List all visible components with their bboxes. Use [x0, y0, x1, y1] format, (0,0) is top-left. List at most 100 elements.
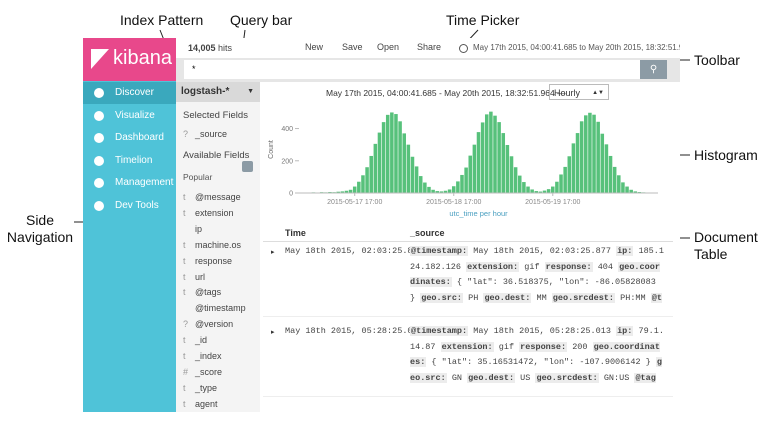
toolbar-button[interactable]: Share [417, 42, 442, 52]
bar [596, 121, 600, 193]
query-input[interactable]: * [184, 60, 640, 79]
bar [608, 155, 613, 193]
search-button[interactable]: ⚲ [640, 60, 667, 79]
expand-toggle[interactable]: ▸ [271, 329, 275, 336]
field[interactable]: t url [183, 272, 205, 282]
row-source: @timestamp: May 18th 2015, 05:28:25.013 … [410, 324, 665, 388]
bar [460, 174, 464, 193]
source-value: GN:US [603, 372, 630, 383]
bar [592, 114, 596, 193]
nav-item[interactable]: Management [83, 172, 176, 194]
field[interactable]: t _id [183, 335, 207, 345]
bar [352, 186, 357, 193]
field[interactable]: ? @version [183, 319, 233, 329]
bar [464, 167, 468, 193]
bar [484, 114, 489, 193]
field[interactable]: t response [183, 256, 232, 266]
bar [542, 190, 547, 193]
annotation: Query bar [230, 12, 293, 28]
kibana-window: kibana 14,005 hits May 17th 2015, 04:00:… [83, 38, 680, 412]
bar [571, 143, 576, 193]
field-type-icon: t [183, 398, 186, 409]
annotation: Index Pattern [120, 12, 204, 28]
bar [423, 182, 427, 193]
expand-toggle[interactable]: ▸ [271, 249, 275, 256]
bar [538, 191, 543, 193]
bar [633, 191, 638, 193]
bar [348, 189, 353, 193]
settings-button[interactable] [242, 161, 253, 172]
bar [468, 155, 473, 193]
field-name: _source [195, 129, 228, 139]
bar [418, 176, 423, 193]
bar [551, 186, 555, 193]
bar [559, 174, 563, 193]
bar [563, 166, 567, 193]
bar [513, 167, 518, 193]
clock-icon[interactable] [459, 44, 468, 53]
field[interactable]: t @tags [183, 287, 221, 297]
bar [439, 191, 444, 193]
field-type-icon: ? [183, 129, 189, 139]
bar [501, 133, 506, 193]
field-name: ip [195, 223, 203, 234]
source-key: geo.srcdest: [535, 372, 599, 383]
bar [621, 182, 625, 193]
field-type-icon: # [183, 366, 189, 377]
field[interactable]: t @message [183, 192, 241, 202]
field[interactable]: t machine.os [183, 240, 241, 250]
bar [555, 181, 559, 193]
field-name: @version [195, 319, 234, 330]
source-key: geo.src: [420, 292, 464, 303]
bar [390, 112, 394, 193]
histogram: Count 0 200 400 2015-05-17 17:00 2015-05-18 1… [268, 111, 658, 218]
nav-item[interactable]: Dashboard [83, 127, 176, 149]
bar [377, 132, 382, 193]
bar [546, 189, 551, 193]
field[interactable]: ? _source [183, 129, 227, 139]
bar [612, 166, 617, 193]
field[interactable]: t _type [183, 383, 217, 393]
source-value: May 18th 2015, 05:28:25.013 [473, 326, 611, 336]
row-time: May 18th 2015, 02:03:25.877 [285, 246, 423, 256]
toolbar-button[interactable]: New [305, 42, 324, 52]
bar [447, 189, 452, 193]
index-pattern-select[interactable]: logstash-* ▼ [176, 82, 260, 102]
source-key: extension: [440, 341, 494, 352]
nav-item[interactable]: Timelion [83, 150, 176, 172]
bar [344, 190, 349, 193]
nav-item[interactable]: Visualize [83, 105, 176, 127]
interval-select[interactable]: Hourly ▲▼ [549, 84, 609, 100]
source-value: 200 [572, 341, 588, 352]
nav-label: Management [115, 177, 174, 188]
x-tick-label: 2015-05-19 17:00 [525, 199, 580, 206]
field[interactable]: t _index [183, 351, 222, 361]
nav-item[interactable]: Discover [83, 82, 176, 104]
toolbar-button[interactable]: Open [377, 42, 400, 52]
field[interactable]: t agent [183, 399, 218, 409]
bar [518, 175, 522, 193]
row-source: @timestamp: May 18th 2015, 02:03:25.877 … [410, 244, 665, 308]
field[interactable]: t extension [183, 208, 234, 218]
toolbar-button[interactable]: Save [342, 42, 363, 52]
source-value: { "lat": 35.16531472, "lon": -107.900614… [431, 357, 651, 367]
x-axis-label: utc_time per hour [449, 209, 508, 218]
field-type-icon: t [183, 255, 186, 266]
bar [456, 181, 460, 193]
nav-item[interactable]: Dev Tools [83, 195, 176, 217]
time-picker[interactable]: May 17th 2015, 04:00:41.685 to May 20th … [473, 43, 680, 52]
field-type-icon: t [183, 239, 186, 250]
field[interactable]: @timestamp [183, 303, 246, 313]
source-key: ip: [616, 326, 634, 336]
bar [522, 182, 526, 193]
field-type-icon: t [183, 192, 186, 202]
logo-text: kibana [113, 47, 172, 69]
row-time: May 18th 2015, 05:28:25.013 [285, 326, 423, 336]
source-key: response: [519, 341, 568, 352]
field[interactable]: ip [183, 224, 202, 234]
source-key: @timestamp: [410, 326, 469, 336]
field[interactable]: # _score [183, 367, 222, 377]
hits: 14,005 hits [188, 43, 232, 53]
nav-icon [94, 155, 104, 166]
